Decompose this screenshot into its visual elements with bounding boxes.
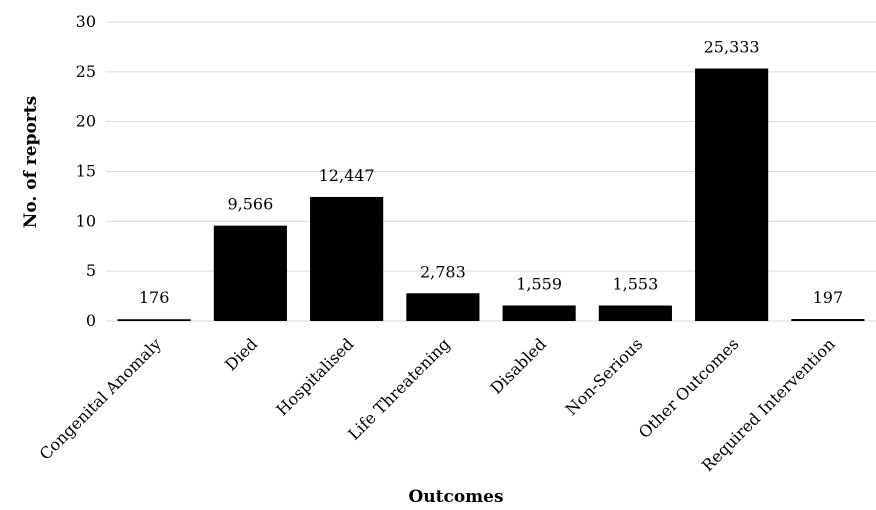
data-label: 9,566 — [227, 195, 273, 214]
y-tick-label: 30 — [76, 12, 96, 31]
bar — [310, 196, 384, 321]
bar — [502, 305, 576, 321]
y-tick-label: 15 — [76, 162, 96, 181]
data-label: 176 — [139, 288, 170, 307]
bar — [406, 293, 480, 321]
y-tick-label: 0 — [86, 311, 96, 330]
y-tick-label: 10 — [76, 211, 96, 230]
data-labels: 176 9,566 12,447 2,783 1,559 1,553 25,333 197 — [139, 38, 843, 308]
data-label: 25,333 — [704, 38, 760, 57]
bar — [791, 319, 865, 321]
x-category-label: Non-Serious — [562, 334, 647, 419]
x-category-label: Other Outcomes — [635, 334, 743, 442]
y-tick-label: 25 — [76, 62, 96, 81]
x-category-label: Died — [221, 334, 261, 374]
x-axis-title: Outcomes — [408, 487, 503, 507]
y-tick-label: 20 — [76, 112, 96, 131]
x-category-label: Disabled — [486, 334, 549, 397]
data-label: 1,559 — [516, 274, 562, 293]
bars — [117, 68, 865, 321]
data-label: 1,553 — [612, 275, 658, 294]
data-label: 12,447 — [319, 166, 375, 185]
y-axis-title: No. of reports — [21, 96, 41, 228]
bar — [213, 225, 287, 321]
bar — [695, 68, 769, 321]
x-category-label: Hospitalised — [272, 334, 357, 419]
bar — [117, 319, 191, 321]
data-label: 197 — [813, 288, 844, 307]
y-axis-ticks: 0 5 10 15 20 25 30 — [76, 12, 96, 330]
y-tick-label: 5 — [86, 261, 96, 280]
x-category-label: Life Threatening — [344, 334, 453, 443]
x-category-label: Congenital Anomaly — [36, 334, 165, 463]
data-label: 2,783 — [420, 262, 466, 281]
bar — [598, 305, 672, 321]
